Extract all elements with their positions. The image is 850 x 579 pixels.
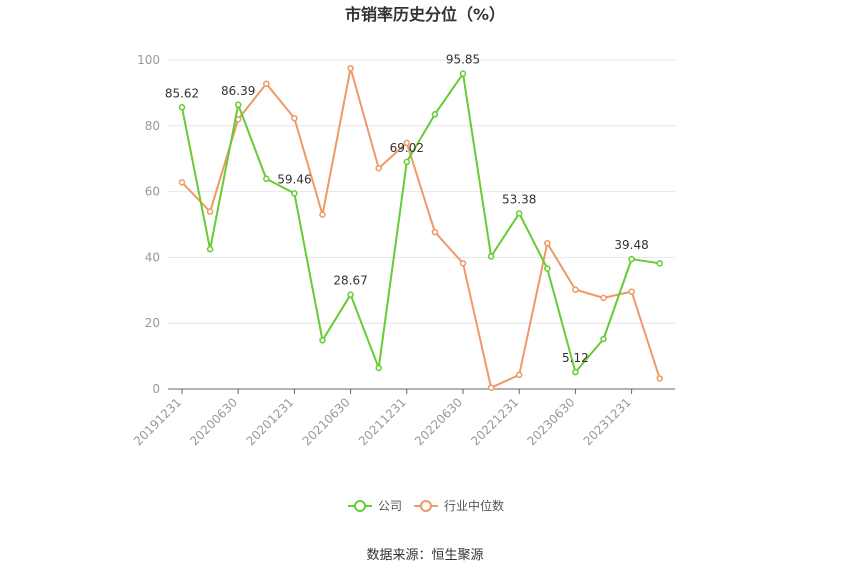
data-point-industry-median bbox=[544, 240, 551, 247]
source-text: 数据来源：恒生聚源 bbox=[366, 548, 483, 563]
data-point-company bbox=[487, 253, 495, 260]
data-point-company bbox=[459, 70, 467, 77]
y-tick-label: 60 bbox=[145, 185, 160, 199]
data-point-company bbox=[656, 260, 663, 267]
data-point-company bbox=[628, 255, 635, 263]
data-point-company bbox=[291, 190, 298, 197]
data-point-company bbox=[319, 337, 326, 344]
x-tick-label: 20230630 bbox=[524, 395, 577, 448]
data-point-industry-median bbox=[656, 375, 663, 382]
data-point-company bbox=[431, 111, 439, 118]
data-point-company bbox=[206, 245, 214, 253]
data-point-industry-median bbox=[291, 114, 298, 122]
chart-title: 市销率历史分位（%） bbox=[345, 5, 505, 24]
legend-marker bbox=[420, 500, 432, 512]
series-line-industry-median bbox=[181, 67, 661, 389]
data-point-company bbox=[600, 335, 607, 343]
data-label: 86.39 bbox=[221, 84, 255, 98]
series-line-company bbox=[181, 72, 660, 374]
data-label: 59.46 bbox=[277, 172, 311, 186]
data-point-industry-median bbox=[431, 228, 439, 236]
legend-label: 行业中位数 bbox=[444, 498, 504, 513]
data-point-industry-median bbox=[459, 260, 467, 267]
data-point-industry-median bbox=[375, 164, 382, 172]
legend[interactable]: 公司 行业中位数 bbox=[348, 498, 504, 513]
x-tick-label: 20191231 bbox=[131, 395, 184, 448]
data-point-industry-median bbox=[600, 294, 607, 302]
data-point-industry-median bbox=[206, 208, 214, 215]
data-point-company bbox=[178, 104, 186, 111]
series-layer bbox=[178, 64, 663, 391]
data-point-company bbox=[234, 101, 242, 109]
data-point-industry-median bbox=[628, 288, 635, 295]
data-point-company bbox=[263, 175, 270, 183]
data-point-industry-median bbox=[515, 371, 523, 379]
data-label: 53.38 bbox=[502, 192, 536, 206]
data-label: 5.12 bbox=[562, 351, 589, 365]
data-point-industry-median bbox=[487, 384, 495, 391]
legend-item-company[interactable]: 公司 bbox=[348, 499, 402, 513]
y-tick-label: 20 bbox=[145, 316, 160, 330]
data-point-company bbox=[347, 291, 354, 298]
data-point-industry-median bbox=[572, 286, 579, 293]
y-tick-label: 100 bbox=[137, 53, 160, 67]
data-point-company bbox=[403, 158, 411, 166]
data-label: 85.62 bbox=[165, 86, 199, 100]
data-point-industry-median bbox=[178, 179, 186, 186]
x-tick-label: 20200630 bbox=[187, 395, 240, 448]
x-tick-label: 20231231 bbox=[581, 395, 634, 448]
x-tick-label: 20201231 bbox=[243, 395, 296, 448]
data-label-layer: 85.62 86.39 59.46 28.67 69.02 95.85 53.38 5.12 3… bbox=[165, 53, 649, 366]
y-tick-label: 40 bbox=[145, 250, 160, 264]
data-point-industry-median bbox=[263, 80, 270, 87]
x-tick-label: 20211231 bbox=[356, 395, 409, 448]
legend-label: 公司 bbox=[378, 499, 402, 513]
legend-item-industry-median[interactable]: 行业中位数 bbox=[414, 498, 504, 513]
data-label: 39.48 bbox=[614, 238, 648, 252]
data-point-industry-median bbox=[347, 64, 354, 72]
x-tick-label: 20221231 bbox=[468, 395, 521, 448]
data-label: 28.67 bbox=[333, 274, 367, 288]
data-label: 69.02 bbox=[390, 141, 424, 155]
data-point-industry-median bbox=[319, 211, 326, 218]
y-tick-label: 80 bbox=[145, 119, 160, 133]
y-tick-label: 0 bbox=[152, 382, 160, 396]
data-point-company bbox=[375, 364, 382, 372]
data-point-company bbox=[515, 210, 523, 217]
data-point-company bbox=[544, 265, 551, 272]
data-label: 95.85 bbox=[446, 53, 480, 67]
x-tick-label: 20220630 bbox=[412, 395, 465, 448]
data-point-company bbox=[572, 368, 579, 376]
legend-marker bbox=[354, 500, 366, 512]
x-tick-label: 20210630 bbox=[300, 395, 353, 448]
data-point-industry-median bbox=[403, 139, 411, 147]
